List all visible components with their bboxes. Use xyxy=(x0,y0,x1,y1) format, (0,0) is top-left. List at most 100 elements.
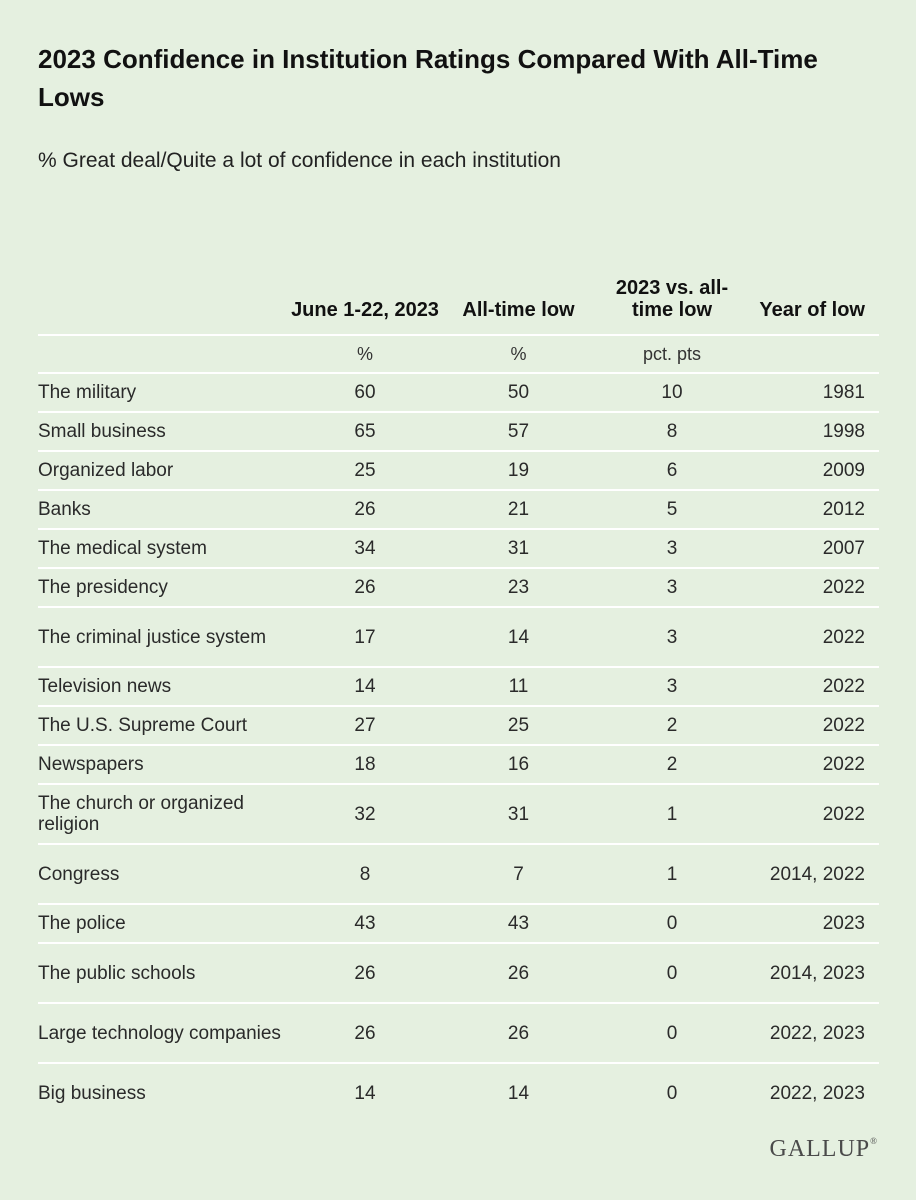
unit-june-2023: % xyxy=(290,335,440,374)
table-row: The public schools 26 26 0 2014, 2023 xyxy=(38,943,879,1004)
cell-difference: 6 xyxy=(597,451,747,491)
cell-june-2023: 34 xyxy=(290,529,440,569)
cell-institution: Banks xyxy=(38,490,290,530)
cell-june-2023: 32 xyxy=(290,784,440,845)
table-row: The military 60 50 10 1981 xyxy=(38,373,879,413)
cell-difference: 1 xyxy=(597,784,747,845)
cell-all-time-low: 26 xyxy=(440,1003,597,1064)
cell-year-of-low: 2022, 2023 xyxy=(747,1003,879,1064)
cell-june-2023: 60 xyxy=(290,373,440,413)
cell-all-time-low: 19 xyxy=(440,451,597,491)
chart-title: 2023 Confidence in Institution Ratings C… xyxy=(38,44,818,112)
table-row: Large technology companies 26 26 0 2022, 202… xyxy=(38,1003,879,1064)
cell-institution: The U.S. Supreme Court xyxy=(38,706,290,746)
cell-year-of-low: 2022 xyxy=(747,784,879,845)
cell-difference: 0 xyxy=(597,904,747,944)
cell-year-of-low: 2014, 2023 xyxy=(747,943,879,1004)
cell-year-of-low: 2022 xyxy=(747,607,879,668)
cell-year-of-low: 2022 xyxy=(747,568,879,608)
cell-year-of-low: 2023 xyxy=(747,904,879,944)
cell-difference: 1 xyxy=(597,844,747,905)
unit-year-of-low xyxy=(747,335,879,374)
logo-text: GALLUP xyxy=(769,1136,871,1162)
table-row: Organized labor 25 19 6 2009 xyxy=(38,451,879,491)
header-row: June 1-22, 2023 All-time low 2023 vs. al… xyxy=(38,230,879,336)
cell-june-2023: 25 xyxy=(290,451,440,491)
header-june-2023: June 1-22, 2023 xyxy=(290,230,440,336)
cell-all-time-low: 21 xyxy=(440,490,597,530)
cell-june-2023: 26 xyxy=(290,943,440,1004)
cell-institution: Television news xyxy=(38,667,290,707)
cell-all-time-low: 43 xyxy=(440,904,597,944)
table-row: Congress 8 7 1 2014, 2022 xyxy=(38,844,879,905)
gallup-logo: GALLUP® xyxy=(769,1136,878,1163)
cell-institution: Large technology companies xyxy=(38,1003,290,1064)
cell-year-of-low: 2014, 2022 xyxy=(747,844,879,905)
table-row: Big business 14 14 0 2022, 2023 xyxy=(38,1063,879,1122)
cell-year-of-low: 2007 xyxy=(747,529,879,569)
cell-all-time-low: 16 xyxy=(440,745,597,785)
table-row: The presidency 26 23 3 2022 xyxy=(38,568,879,608)
cell-all-time-low: 11 xyxy=(440,667,597,707)
header-institution xyxy=(38,230,290,336)
cell-june-2023: 14 xyxy=(354,1082,376,1104)
cell-all-time-low: 14 xyxy=(440,607,597,668)
cell-year-of-low: 2012 xyxy=(747,490,879,530)
table-row: Newspapers 18 16 2 2022 xyxy=(38,745,879,785)
cell-all-time-low: 14 xyxy=(507,1082,530,1104)
cell-difference: 0 xyxy=(597,943,747,1004)
units-row: % % pct. pts xyxy=(38,335,879,374)
cell-june-2023: 27 xyxy=(290,706,440,746)
cell-institution: The police xyxy=(38,904,290,944)
header-year-of-low: Year of low xyxy=(747,230,879,336)
cell-difference: 2 xyxy=(597,745,747,785)
cell-institution: The criminal justice system xyxy=(38,607,290,668)
header-all-time-low: All-time low xyxy=(440,230,597,336)
cell-difference: 3 xyxy=(597,568,747,608)
cell-all-time-low: 26 xyxy=(440,943,597,1004)
cell-institution: The medical system xyxy=(38,529,290,569)
cell-institution: Big business xyxy=(38,1082,146,1104)
table-row: The medical system 34 31 3 2007 xyxy=(38,529,879,569)
cell-june-2023: 43 xyxy=(290,904,440,944)
registered-mark: ® xyxy=(870,1136,878,1146)
unit-difference: pct. pts xyxy=(597,335,747,374)
cell-institution: The military xyxy=(38,373,290,413)
table-row: Television news 14 11 3 2022 xyxy=(38,667,879,707)
cell-all-time-low: 7 xyxy=(440,844,597,905)
cell-june-2023: 26 xyxy=(290,490,440,530)
table-row: Banks 26 21 5 2012 xyxy=(38,490,879,530)
cell-institution: Small business xyxy=(38,412,290,452)
cell-institution: Newspapers xyxy=(38,745,290,785)
cell-june-2023: 65 xyxy=(290,412,440,452)
cell-all-time-low: 57 xyxy=(440,412,597,452)
cell-june-2023: 26 xyxy=(290,1003,440,1064)
cell-institution: Organized labor xyxy=(38,451,290,491)
cell-june-2023: 8 xyxy=(290,844,440,905)
cell-difference: 3 xyxy=(597,529,747,569)
cell-june-2023: 26 xyxy=(290,568,440,608)
cell-all-time-low: 31 xyxy=(440,784,597,845)
cell-difference: 3 xyxy=(597,667,747,707)
table-row: The U.S. Supreme Court 27 25 2 2022 xyxy=(38,706,879,746)
unit-all-time-low: % xyxy=(440,335,597,374)
cell-institution: The public schools xyxy=(38,943,290,1004)
institution-table: June 1-22, 2023 All-time low 2023 vs. al… xyxy=(38,230,879,1122)
table-row: The church or organized religion 32 31 1 202… xyxy=(38,784,879,845)
cell-institution: Congress xyxy=(38,844,290,905)
cell-difference: 2 xyxy=(597,706,747,746)
cell-all-time-low: 31 xyxy=(440,529,597,569)
header-difference: 2023 vs. all-time low xyxy=(597,230,747,336)
cell-june-2023: 18 xyxy=(290,745,440,785)
cell-year-of-low: 1998 xyxy=(747,412,879,452)
cell-all-time-low: 25 xyxy=(440,706,597,746)
cell-difference: 8 xyxy=(597,412,747,452)
cell-june-2023: 14 xyxy=(290,667,440,707)
cell-all-time-low: 50 xyxy=(440,373,597,413)
cell-institution: The church or organized religion xyxy=(38,784,290,845)
cell-june-2023: 17 xyxy=(290,607,440,668)
unit-institution xyxy=(38,335,290,374)
table-row: The criminal justice system 17 14 3 2022 xyxy=(38,607,879,668)
cell-year-of-low: 2022 xyxy=(747,706,879,746)
